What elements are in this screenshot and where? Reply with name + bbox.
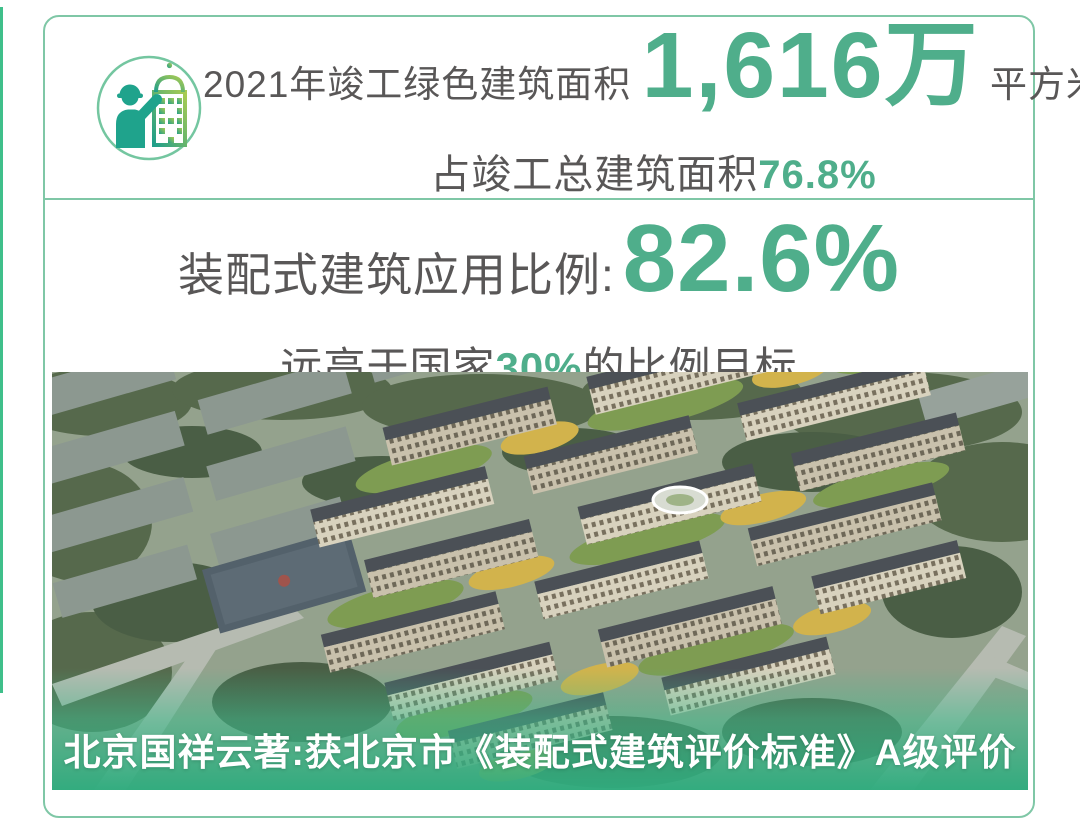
stat1-unit: 平方米 xyxy=(989,63,1080,105)
stat1-line2-value: 76.8% xyxy=(758,152,877,197)
stat1-line2: 占竣工总建筑面积76.8% xyxy=(203,142,1080,200)
worker-building-icon xyxy=(95,54,203,162)
stat2-label: 装配式建筑应用比例: xyxy=(178,249,615,301)
photo-caption: 北京国祥云著:获北京市《装配式建筑评价标准》A级评价 xyxy=(52,668,1028,790)
stat2-value: 82.6% xyxy=(622,205,900,312)
left-edge-accent xyxy=(0,7,3,693)
stat-section-green-area: 2021年竣工绿色建筑面积 1,616万 平方米 占竣工总建筑面积76.8% xyxy=(45,16,1080,198)
stat-section-prefab-ratio: 装配式建筑应用比例:82.6% 远高于国家30%的比例目标 xyxy=(45,200,1033,392)
stat1-line1: 2021年竣工绿色建筑面积 1,616万 平方米 xyxy=(203,16,1080,142)
stat1-value: 1,616万 xyxy=(641,12,980,117)
stat1-text: 2021年竣工绿色建筑面积 1,616万 平方米 占竣工总建筑面积76.8% xyxy=(203,16,1080,200)
stat1-line2-prefix: 占竣工总建筑面积 xyxy=(430,152,759,197)
stat1-prefix: 2021年竣工绿色建筑面积 xyxy=(203,63,632,105)
infographic-card: 2021年竣工绿色建筑面积 1,616万 平方米 占竣工总建筑面积76.8% 装… xyxy=(43,15,1080,818)
stat2-line1: 装配式建筑应用比例:82.6% xyxy=(45,208,1033,338)
section-divider xyxy=(43,198,1035,200)
aerial-photo: 北京国祥云著:获北京市《装配式建筑评价标准》A级评价 xyxy=(52,372,1028,790)
